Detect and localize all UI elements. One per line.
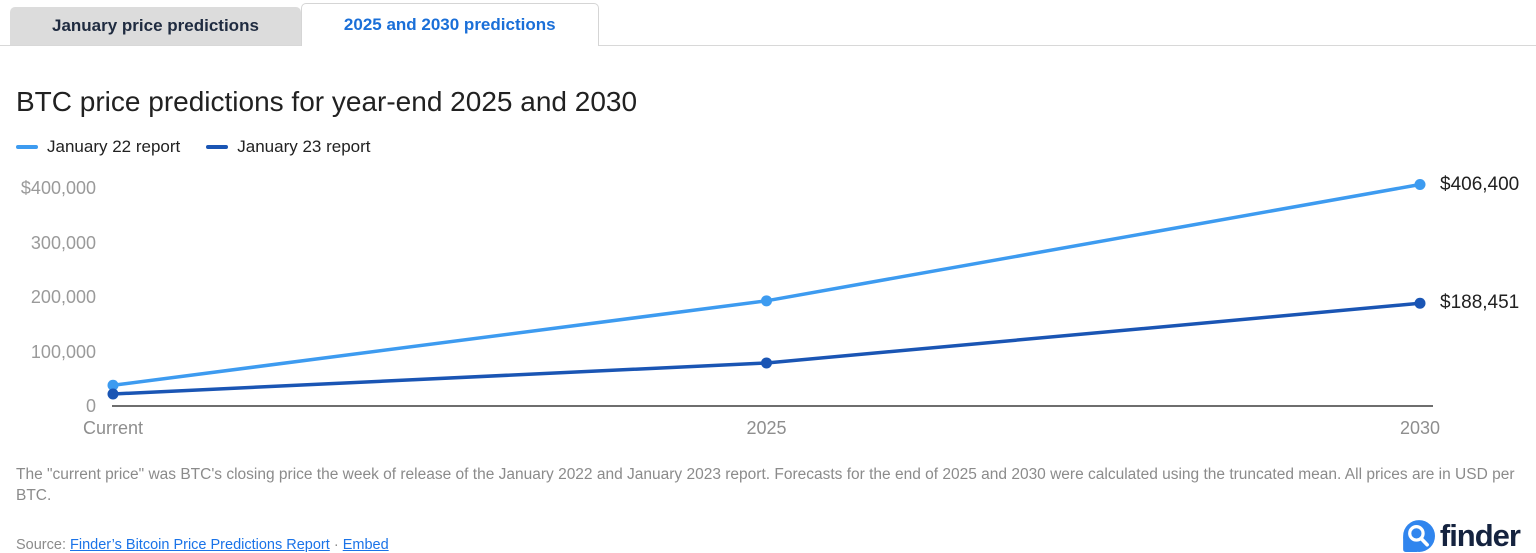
y-axis-tick-label: 0 xyxy=(85,396,96,416)
chart-legend: January 22 report January 23 report xyxy=(16,136,1520,158)
legend-color-dash-icon xyxy=(206,145,229,149)
legend-item[interactable]: January 22 report xyxy=(16,137,180,157)
chart-canvas xyxy=(107,179,1433,407)
source-prefix: Source: xyxy=(16,536,66,553)
tab-bar: January price predictions 2025 and 2030 … xyxy=(0,0,1536,46)
line-chart: $400,000 300,000 200,000 100,000 0 Current 20… xyxy=(0,170,1536,455)
finder-wordmark: finder xyxy=(1439,517,1521,553)
x-axis-tick-label: Current xyxy=(82,418,144,438)
series-line xyxy=(111,182,1422,388)
series-line xyxy=(111,301,1422,396)
data-point[interactable] xyxy=(107,379,119,391)
x-axis-tick-label: 2030 xyxy=(1399,418,1441,438)
embed-link[interactable]: Embed xyxy=(342,536,389,553)
legend-label: January 22 report xyxy=(47,137,181,156)
data-point[interactable] xyxy=(107,388,119,400)
x-axis-tick-label: 2025 xyxy=(746,418,787,438)
finder-logo: finder xyxy=(1401,517,1521,553)
y-axis-tick-label: $400,000 xyxy=(20,178,96,198)
footer-row: Source: Finder’s Bitcoin Price Predictio… xyxy=(16,517,1521,553)
series-end-value-label: $188,451 xyxy=(1440,292,1520,314)
y-axis-tick-label: 100,000 xyxy=(30,341,96,362)
footnote: The "current price" was BTC's closing pr… xyxy=(16,466,1515,504)
y-axis-tick-label: 300,000 xyxy=(30,232,96,253)
series-end-value-label: $406,400 xyxy=(1440,173,1520,195)
data-point[interactable] xyxy=(1414,297,1426,309)
data-point[interactable] xyxy=(761,295,772,307)
chart-title: BTC price predictions for year-end 2025 … xyxy=(16,86,638,117)
source-report-link[interactable]: Finder’s Bitcoin Price Predictions Repor… xyxy=(70,536,330,553)
y-axis-tick-label: 200,000 xyxy=(30,287,96,307)
source-separator: · xyxy=(333,536,339,553)
legend-color-dash-icon xyxy=(16,145,38,149)
finder-magnifier-icon xyxy=(1403,519,1435,552)
source-line: Source: Finder’s Bitcoin Price Predictio… xyxy=(16,537,389,553)
tab-january-price-predictions[interactable]: January price predictions xyxy=(10,7,301,45)
legend-label: January 23 report xyxy=(237,137,371,156)
legend-item[interactable]: January 23 report xyxy=(206,137,371,157)
tab-2025-2030-predictions[interactable]: 2025 and 2030 predictions xyxy=(300,3,599,46)
data-point[interactable] xyxy=(1414,179,1426,191)
data-point[interactable] xyxy=(761,357,772,369)
